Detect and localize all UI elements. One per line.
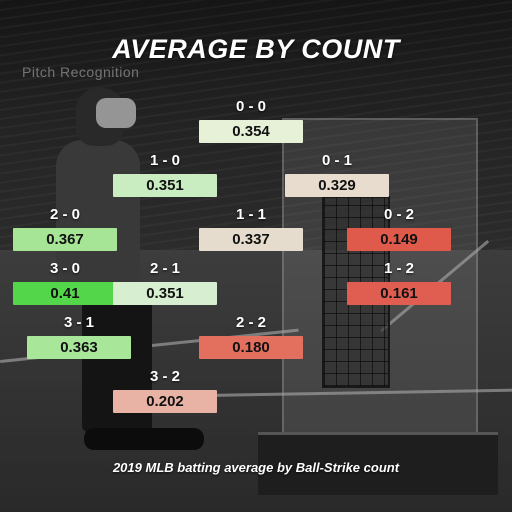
count-label: 3 - 1 — [63, 314, 94, 331]
count-label: 3 - 0 — [49, 260, 80, 277]
count-average-box: 0.41 — [13, 282, 117, 305]
count-average-box: 0.329 — [285, 174, 389, 197]
chart-title: AVERAGE BY COUNT — [112, 34, 400, 64]
chart-caption: 2019 MLB batting average by Ball-Strike … — [112, 460, 400, 475]
count-label: 2 - 0 — [49, 206, 80, 223]
vr-headset — [96, 98, 136, 128]
count-label: 0 - 0 — [235, 98, 266, 115]
count-average-box: 0.351 — [113, 282, 217, 305]
count-average-box: 0.149 — [347, 228, 451, 251]
count-label: 2 - 2 — [235, 314, 266, 331]
count-average-box: 0.337 — [199, 228, 303, 251]
count-average-box: 0.161 — [347, 282, 451, 305]
count-average-box: 0.202 — [113, 390, 217, 413]
count-average-box: 0.354 — [199, 120, 303, 143]
count-label: 2 - 1 — [149, 260, 180, 277]
count-average-box: 0.363 — [27, 336, 131, 359]
count-label: 1 - 1 — [235, 206, 266, 223]
count-label: 0 - 1 — [321, 152, 352, 169]
batter-body — [56, 140, 140, 290]
batter-shoes — [84, 428, 204, 450]
count-label: 3 - 2 — [149, 368, 180, 385]
count-label: 1 - 2 — [383, 260, 414, 277]
count-label: 1 - 0 — [149, 152, 180, 169]
panel-base — [258, 432, 498, 495]
count-average-box: 0.180 — [199, 336, 303, 359]
wall-sign: Pitch Recognition — [22, 64, 140, 80]
count-average-box: 0.367 — [13, 228, 117, 251]
count-average-box: 0.351 — [113, 174, 217, 197]
count-label: 0 - 2 — [383, 206, 414, 223]
